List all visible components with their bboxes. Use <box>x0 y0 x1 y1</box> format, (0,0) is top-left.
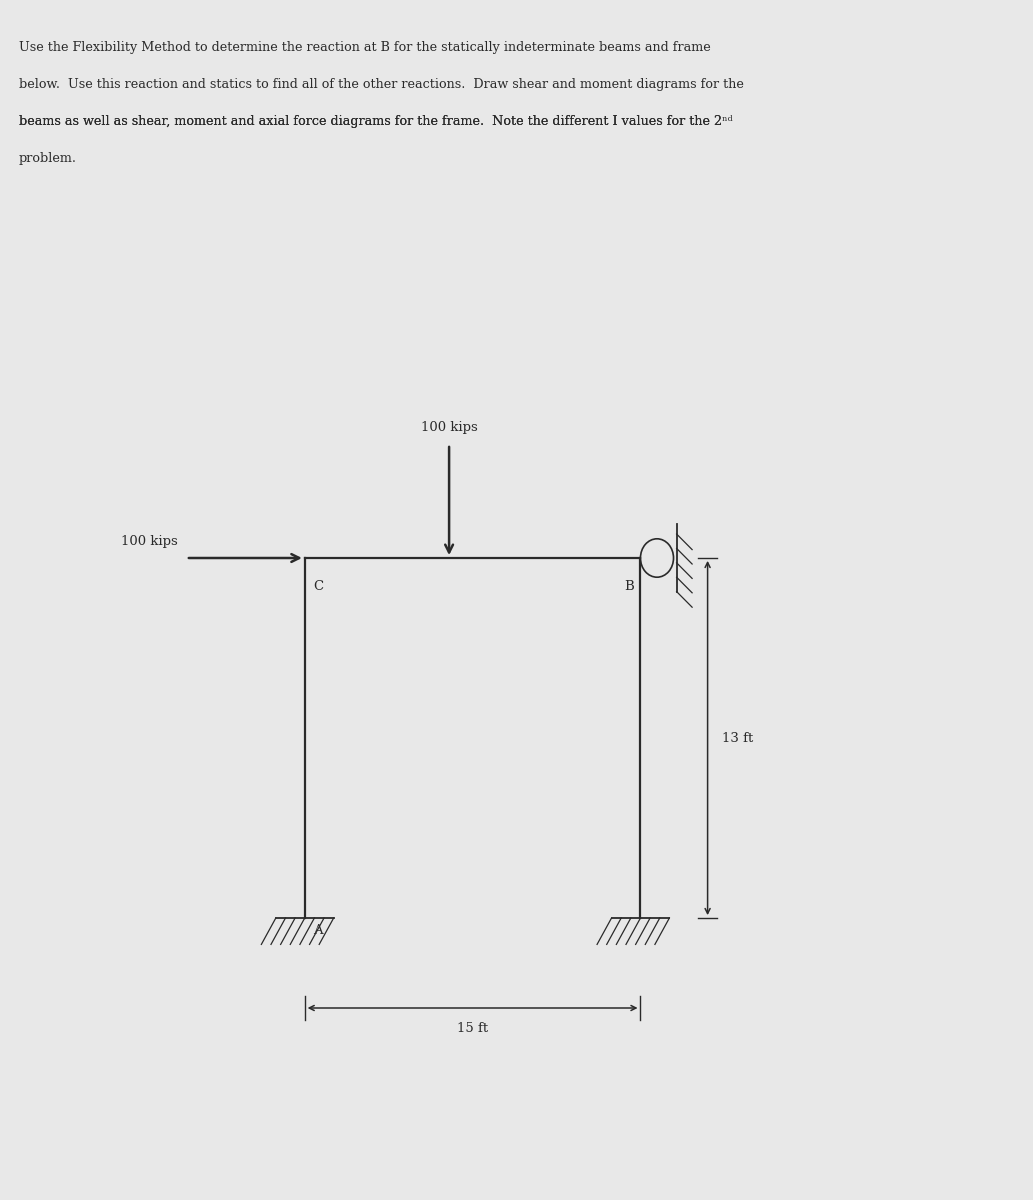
Text: beams as well as shear, moment and axial force diagrams for the frame.  Note the: beams as well as shear, moment and axial… <box>19 115 732 128</box>
Text: problem.: problem. <box>19 152 76 166</box>
Text: 100 kips: 100 kips <box>420 421 477 434</box>
Text: below.  Use this reaction and statics to find all of the other reactions.  Draw : below. Use this reaction and statics to … <box>19 78 744 91</box>
Text: C: C <box>313 580 323 593</box>
Text: B: B <box>625 580 634 593</box>
Text: 13 ft: 13 ft <box>722 732 753 744</box>
Text: A: A <box>313 924 322 937</box>
Text: Use the Flexibility Method to determine the reaction at B for the statically ind: Use the Flexibility Method to determine … <box>19 41 711 54</box>
Text: beams as well as shear, moment and axial force diagrams for the frame.  Note the: beams as well as shear, moment and axial… <box>19 115 732 128</box>
Text: 100 kips: 100 kips <box>121 535 178 548</box>
Text: beams as well as shear, moment and axial force diagrams for the frame.  Note the: beams as well as shear, moment and axial… <box>19 115 722 128</box>
Text: 15 ft: 15 ft <box>457 1022 489 1036</box>
